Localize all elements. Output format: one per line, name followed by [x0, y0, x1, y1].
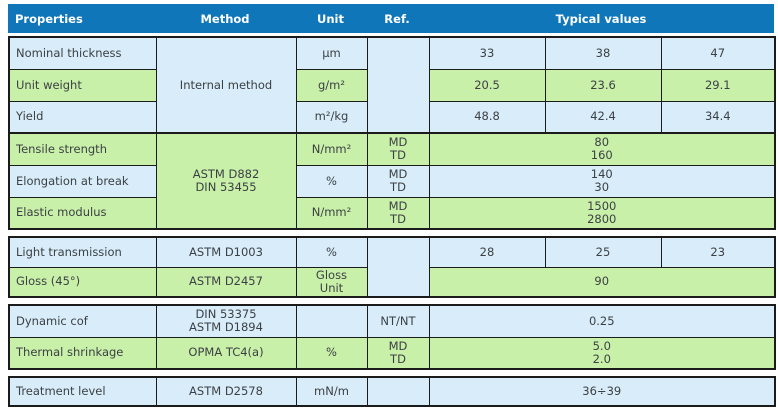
table-row: Dynamic cof DIN 53375 ASTM D1894 NT/NT 0…: [8, 304, 776, 338]
method-cell: OPMA TC4(a): [155, 336, 297, 370]
value-cell: 90: [428, 266, 776, 298]
value-cell: 23.6: [544, 68, 662, 102]
table-row: Gloss (45°) ASTM D2457 Gloss Unit 90: [8, 266, 776, 298]
value-cell: 1500 2800: [428, 196, 776, 230]
property-cell: Nominal thickness: [8, 36, 157, 70]
property-cell: Gloss (45°): [8, 266, 157, 298]
unit-cell: µm: [295, 36, 368, 70]
value-cell: 0.25: [428, 304, 776, 338]
unit-cell: N/mm²: [295, 132, 368, 166]
table-row: Elongation at break % MD TD 140 30: [8, 164, 776, 198]
property-cell: Light transmission: [8, 236, 157, 268]
section-physical-mechanical: Nominal thickness Internal method µm 33 …: [8, 36, 776, 230]
property-cell: Elongation at break: [8, 164, 157, 198]
header-cell-typical-values: Typical values: [555, 11, 647, 26]
value-cell: 28: [428, 236, 546, 268]
section-treatment: Treatment level ASTM D2578 mN/m 36÷39: [8, 376, 776, 407]
method-cell: ASTM D2457: [155, 266, 297, 298]
value-cell: 140 30: [428, 164, 776, 198]
ref-cell: [366, 236, 430, 298]
table-header: Properties Method Unit Ref. Typical valu…: [8, 4, 774, 33]
unit-cell: N/mm²: [295, 196, 368, 230]
method-cell: ASTM D1003: [155, 236, 297, 268]
property-cell: Tensile strength: [8, 132, 157, 166]
property-cell: Unit weight: [8, 68, 157, 102]
table-row: Elastic modulus N/mm² MD TD 1500 2800: [8, 196, 776, 230]
value-cell: 25: [544, 236, 662, 268]
unit-cell: Gloss Unit: [295, 266, 368, 298]
property-cell: Elastic modulus: [8, 196, 157, 230]
method-cell: ASTM D2578: [155, 376, 297, 407]
table-row: Thermal shrinkage OPMA TC4(a) % MD TD 5.…: [8, 336, 776, 370]
value-cell: 5.0 2.0: [428, 336, 776, 370]
ref-cell: NT/NT: [366, 304, 430, 338]
value-cell: 36÷39: [428, 376, 776, 407]
method-cell: DIN 53375 ASTM D1894: [155, 304, 297, 338]
ref-cell: MD TD: [366, 196, 430, 230]
section-optical: Light transmission ASTM D1003 % 28 25 23…: [8, 236, 776, 298]
unit-cell: %: [295, 164, 368, 198]
property-cell: Thermal shrinkage: [8, 336, 157, 370]
value-cell: 33: [428, 36, 546, 70]
value-cell: 80 160: [428, 132, 776, 166]
value-cell: 42.4: [544, 100, 662, 134]
unit-cell: mN/m: [295, 376, 368, 407]
value-cell: 38: [544, 36, 662, 70]
header-cell-ref: Ref.: [384, 11, 410, 26]
value-cell: 47: [660, 36, 776, 70]
value-cell: 20.5: [428, 68, 546, 102]
value-cell: 29.1: [660, 68, 776, 102]
unit-cell: m²/kg: [295, 100, 368, 134]
header-cell-properties: Properties: [15, 11, 83, 26]
unit-cell: [295, 304, 368, 338]
header-cell-method: Method: [200, 11, 250, 26]
spec-table: Properties Method Unit Ref. Typical valu…: [8, 4, 777, 407]
ref-cell: [366, 36, 430, 134]
table-row: Tensile strength ASTM D882 DIN 53455 N/m…: [8, 132, 776, 230]
unit-cell: %: [295, 336, 368, 370]
value-cell: 34.4: [660, 100, 776, 134]
header-cell-unit: Unit: [317, 11, 344, 26]
table-row: Nominal thickness Internal method µm 33 …: [8, 36, 776, 134]
ref-cell: MD TD: [366, 336, 430, 370]
value-cell: 23: [660, 236, 776, 268]
property-cell: Treatment level: [8, 376, 157, 407]
property-cell: Dynamic cof: [8, 304, 157, 338]
table-row: Unit weight g/m² 20.5 23.6 29.1: [8, 68, 776, 102]
unit-cell: g/m²: [295, 68, 368, 102]
method-cell: ASTM D882 DIN 53455: [155, 132, 297, 230]
property-cell: Yield: [8, 100, 157, 134]
unit-cell: %: [295, 236, 368, 268]
table-row: Treatment level ASTM D2578 mN/m 36÷39: [8, 376, 776, 407]
ref-cell: [366, 376, 430, 407]
table-row: Light transmission ASTM D1003 % 28 25 23: [8, 236, 776, 298]
ref-cell: MD TD: [366, 132, 430, 166]
method-cell: Internal method: [155, 36, 297, 134]
ref-cell: MD TD: [366, 164, 430, 198]
value-cell: 48.8: [428, 100, 546, 134]
section-surface: Dynamic cof DIN 53375 ASTM D1894 NT/NT 0…: [8, 304, 777, 370]
